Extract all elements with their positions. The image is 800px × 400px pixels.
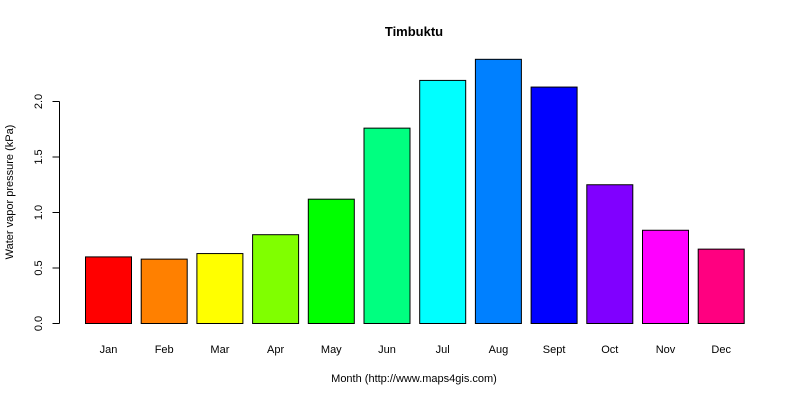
bars-group (85, 58, 745, 325)
x-axis-label: Month (http://www.maps4gis.com) (331, 373, 497, 385)
y-tick-label: 0.5 (33, 260, 45, 275)
y-tick-label: 1.5 (33, 149, 45, 164)
x-tick-label: Nov (656, 344, 676, 356)
bar-oct (586, 184, 634, 324)
bar-jul (419, 79, 467, 324)
x-tick-label: Sept (543, 344, 566, 356)
y-tick-label: 1.0 (33, 205, 45, 220)
bar-feb (140, 258, 188, 324)
chart-title: Timbuktu (385, 24, 443, 39)
x-tick-label: Oct (601, 344, 618, 356)
bar-mar (196, 253, 244, 325)
x-tick-label: Feb (155, 344, 174, 356)
x-tick-label: Apr (267, 344, 284, 356)
bar-apr (252, 234, 300, 324)
bar-jan (85, 256, 132, 324)
bar-jun (363, 127, 411, 324)
x-tick-labels: Jan Feb Mar Apr May Jun Jul Aug Sept Oct Nov Dec (100, 344, 732, 356)
x-tick-label: Jan (100, 344, 118, 356)
x-tick-label: Jun (378, 344, 396, 356)
bar-sept (530, 86, 578, 324)
bar-aug (474, 58, 522, 324)
y-tick-label: 0.0 (33, 316, 45, 331)
y-tick-label: 2.0 (33, 94, 45, 109)
bar-nov (642, 229, 689, 324)
x-tick-label: Mar (210, 344, 229, 356)
x-tick-label: Aug (489, 344, 509, 356)
x-tick-label: Jul (436, 344, 450, 356)
x-tick-label: May (321, 344, 342, 356)
bar-dec (697, 248, 745, 325)
x-tick-label: Dec (711, 344, 731, 356)
y-axis-label: Water vapor pressure (kPa) (4, 125, 16, 260)
bar-may (307, 198, 355, 324)
y-axis: 0.0 0.5 1.0 1.5 2.0 (33, 94, 60, 331)
